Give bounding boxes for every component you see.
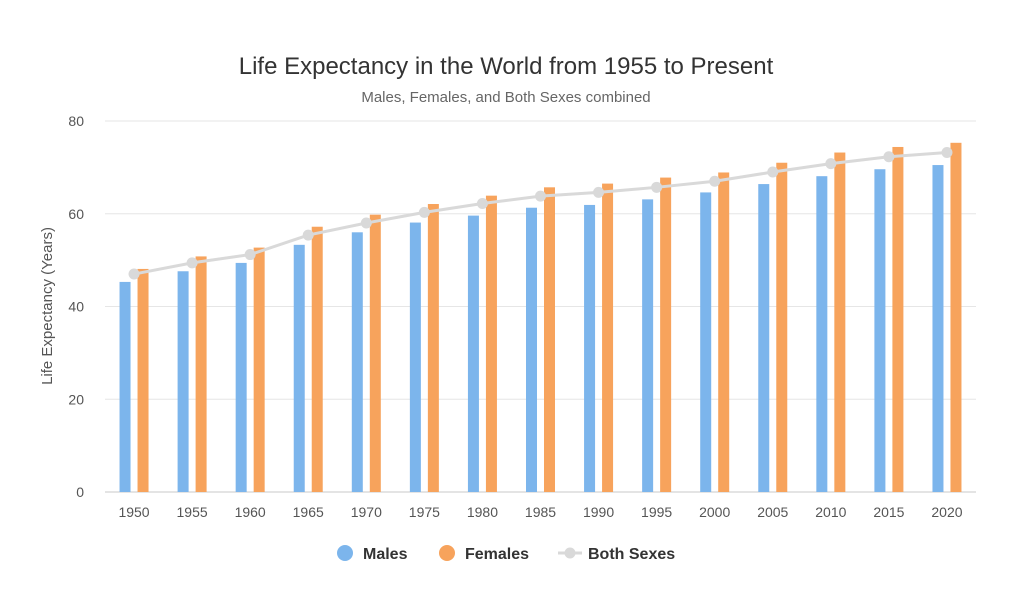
y-tick-label: 40	[68, 299, 84, 315]
males-bar[interactable]	[177, 271, 189, 492]
legend-marker	[564, 547, 576, 559]
legend-label: Males	[363, 546, 408, 563]
line-series	[128, 147, 953, 280]
x-tick-label: 1960	[235, 504, 266, 520]
females-bar[interactable]	[137, 268, 149, 492]
x-tick-label: 2020	[931, 504, 962, 520]
x-tick-label: 2010	[815, 504, 846, 520]
y-axis-title: Life Expectancy (Years)	[39, 227, 56, 385]
females-bar[interactable]	[892, 146, 904, 492]
males-bar[interactable]	[526, 207, 537, 492]
chart-subtitle: Males, Females, and Both Sexes combined	[361, 89, 650, 106]
males-bar[interactable]	[409, 222, 421, 492]
both-sexes-point[interactable]	[302, 229, 314, 241]
legend-label: Both Sexes	[588, 546, 675, 563]
females-bar[interactable]	[253, 247, 265, 492]
both-sexes-point[interactable]	[709, 175, 721, 187]
legend-label: Females	[465, 546, 529, 563]
x-tick-label: 2015	[873, 504, 904, 520]
both-sexes-point[interactable]	[883, 151, 895, 163]
y-tick-label: 0	[76, 484, 84, 500]
both-sexes-point[interactable]	[186, 257, 198, 269]
legend-marker	[337, 545, 353, 561]
y-axis-ticks: 0 20 40 60 80	[68, 113, 84, 500]
x-tick-label: 1975	[409, 504, 440, 520]
x-tick-label: 2000	[699, 504, 730, 520]
males-bar[interactable]	[932, 165, 944, 492]
both-sexes-point[interactable]	[941, 147, 953, 159]
x-tick-label: 1985	[525, 504, 556, 520]
both-sexes-point[interactable]	[767, 166, 779, 178]
both-sexes-point[interactable]	[535, 190, 546, 202]
females-bar[interactable]	[660, 177, 672, 492]
x-tick-label: 2005	[757, 504, 788, 520]
legend: Males Females Both Sexes	[337, 545, 675, 563]
x-axis-ticks: 1950 1955 1960 1965 1970 1975 1980 1985 1990 1995…	[118, 504, 962, 520]
legend-item-males[interactable]: Males	[337, 545, 408, 563]
legend-item-both-sexes[interactable]: Both Sexes	[558, 546, 675, 563]
y-tick-label: 80	[68, 113, 84, 129]
females-bar[interactable]	[834, 152, 846, 492]
both-sexes-point[interactable]	[418, 206, 430, 218]
bar-series	[119, 142, 962, 493]
y-tick-label: 60	[68, 206, 84, 222]
males-bar[interactable]	[874, 169, 886, 493]
females-bar[interactable]	[311, 226, 323, 493]
males-bar[interactable]	[293, 244, 305, 492]
males-bar[interactable]	[235, 262, 247, 492]
females-bar[interactable]	[195, 256, 207, 492]
x-tick-label: 1955	[177, 504, 208, 520]
x-tick-label: 1980	[467, 504, 498, 520]
chart-title: Life Expectancy in the World from 1955 t…	[239, 53, 774, 80]
males-bar[interactable]	[758, 184, 770, 492]
both-sexes-point[interactable]	[825, 158, 837, 170]
x-tick-label: 1990	[583, 504, 614, 520]
legend-item-females[interactable]: Females	[439, 545, 529, 563]
both-sexes-point[interactable]	[593, 186, 605, 198]
males-bar[interactable]	[642, 199, 654, 492]
females-bar[interactable]	[776, 162, 788, 493]
x-tick-label: 1970	[351, 504, 382, 520]
y-tick-label: 20	[68, 391, 84, 407]
both-sexes-point[interactable]	[651, 181, 663, 193]
females-bar[interactable]	[369, 214, 381, 493]
males-bar[interactable]	[351, 232, 363, 493]
females-bar[interactable]	[718, 172, 730, 492]
both-sexes-point[interactable]	[476, 198, 488, 210]
females-bar[interactable]	[950, 142, 962, 492]
x-tick-label: 1995	[641, 504, 672, 520]
males-bar[interactable]	[700, 192, 712, 493]
both-sexes-point[interactable]	[244, 249, 256, 261]
both-sexes-point[interactable]	[128, 268, 140, 280]
males-bar[interactable]	[119, 281, 131, 492]
females-bar[interactable]	[602, 183, 614, 492]
males-bar[interactable]	[816, 176, 828, 492]
legend-marker	[439, 545, 455, 561]
males-bar[interactable]	[584, 204, 596, 492]
females-bar[interactable]	[485, 195, 497, 492]
both-sexes-point[interactable]	[360, 217, 372, 229]
x-tick-label: 1950	[118, 504, 149, 520]
gridlines	[105, 120, 976, 493]
males-bar[interactable]	[467, 215, 479, 493]
x-tick-label: 1965	[293, 504, 324, 520]
females-bar[interactable]	[427, 204, 439, 493]
females-bar[interactable]	[544, 187, 555, 492]
